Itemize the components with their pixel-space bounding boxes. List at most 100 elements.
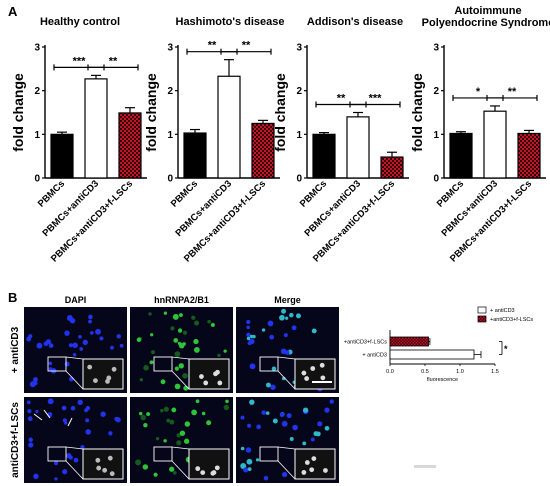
- arrow-marker: [67, 417, 73, 427]
- cell-nucleus: [79, 347, 84, 351]
- scale-marker: [414, 465, 436, 468]
- cell-nucleus: [77, 399, 83, 406]
- x-tick-label: 1.0: [456, 369, 464, 375]
- y-tick-label: 0: [296, 174, 302, 185]
- cell-nucleus: [265, 382, 271, 388]
- inset-zoom: [188, 358, 230, 390]
- cell-nucleus: [194, 347, 200, 353]
- sig-label: ***: [73, 55, 87, 67]
- cell-nucleus: [139, 378, 144, 382]
- cell-nucleus: [206, 420, 212, 426]
- cell-nucleus: [249, 399, 255, 405]
- cell-nucleus: [223, 404, 230, 411]
- cell-nucleus: [255, 458, 260, 462]
- cell-nucleus: [279, 314, 285, 321]
- cell-nucleus: [246, 458, 253, 465]
- x-tick-label: 0.0: [386, 369, 394, 375]
- inset-cell: [95, 457, 101, 463]
- cell-nucleus: [174, 383, 181, 390]
- inset-cell: [109, 471, 115, 477]
- inset-cell: [214, 465, 220, 471]
- cell-nucleus: [265, 411, 270, 415]
- cell-nucleus: [289, 437, 294, 442]
- y-tick-label: + antiCD3: [362, 353, 387, 359]
- micrograph-column-header: Merge: [274, 295, 301, 305]
- bar-chart-4: Autoimmune Polyendocrine Syndrome fold cha…: [409, 5, 550, 265]
- cell-nucleus: [281, 308, 287, 314]
- cell-nucleus: [166, 418, 171, 423]
- inset-source-box: [259, 446, 279, 462]
- sig-label: ***: [369, 93, 383, 105]
- y-tick-label: 2: [433, 86, 439, 97]
- cell-nucleus: [155, 436, 160, 441]
- cell-nucleus: [169, 419, 175, 425]
- cell-nucleus: [88, 319, 92, 324]
- cell-nucleus: [100, 411, 106, 417]
- cell-nucleus: [267, 320, 274, 327]
- inset-cell: [311, 456, 317, 461]
- inset-zoom: [294, 358, 336, 390]
- cell-nucleus: [201, 411, 206, 416]
- cell-nucleus: [163, 406, 169, 412]
- cell-nucleus: [246, 336, 251, 341]
- inset-cell: [310, 366, 316, 371]
- cell-nucleus: [85, 418, 90, 423]
- cell-nucleus: [193, 338, 199, 345]
- y-tick-label: 0: [34, 174, 40, 185]
- cell-nucleus: [245, 447, 252, 453]
- cell-nucleus: [170, 326, 175, 331]
- fluorescence-chart: + antiCD3 +antiCD3+f-LSCs 0.0 0.5 1.0 1.5 fluo…: [344, 306, 533, 468]
- cell-nucleus: [243, 467, 249, 473]
- cell-nucleus: [26, 400, 31, 405]
- inset-connector: [171, 356, 190, 360]
- cell-nucleus: [311, 328, 317, 334]
- sig-label: **: [508, 86, 517, 98]
- cell-nucleus: [240, 446, 245, 451]
- x-axis-label: fluorescence: [427, 377, 458, 383]
- cell-nucleus: [143, 365, 149, 371]
- bar: [517, 132, 541, 179]
- sig-label: **: [208, 40, 217, 52]
- sig-label: **: [242, 40, 251, 52]
- inset-zoom: [188, 448, 230, 480]
- cell-nucleus: [270, 384, 276, 390]
- cell-nucleus: [45, 339, 52, 345]
- cell-nucleus: [252, 334, 256, 339]
- micrograph-image: [130, 307, 233, 393]
- bar: [389, 336, 429, 347]
- cell-nucleus: [68, 376, 74, 382]
- cell-nucleus: [138, 411, 143, 416]
- arrow-marker: [43, 409, 51, 419]
- cell-nucleus: [72, 342, 78, 349]
- micrograph-image: [236, 397, 339, 483]
- y-tick-label: 0: [433, 174, 439, 185]
- cell-nucleus: [149, 360, 154, 365]
- cell-nucleus: [178, 342, 185, 349]
- cell-nucleus: [28, 437, 33, 442]
- legend-label: +antiCD3+f-LSCs: [490, 317, 533, 323]
- cell-nucleus: [286, 413, 292, 419]
- inset-cell: [320, 375, 326, 381]
- cell-nucleus: [292, 424, 298, 431]
- bar: [183, 132, 207, 179]
- chart-title: Addison's disease: [307, 16, 403, 28]
- cell-nucleus: [48, 361, 53, 366]
- cell-nucleus: [140, 414, 146, 421]
- cell-nucleus: [249, 363, 256, 370]
- micrograph-image: [24, 397, 127, 483]
- cell-nucleus: [64, 330, 70, 336]
- cell-nucleus: [62, 418, 67, 423]
- y-tick-label: 3: [433, 43, 439, 54]
- cell-nucleus: [153, 472, 158, 477]
- cell-nucleus: [172, 313, 179, 320]
- cell-nucleus: [324, 407, 330, 413]
- cell-nucleus: [282, 471, 288, 478]
- cell-nucleus: [195, 399, 200, 404]
- cell-nucleus: [281, 420, 288, 427]
- y-axis-label: fold change: [409, 73, 425, 152]
- inset-source-box: [47, 446, 67, 462]
- inset-cell: [203, 380, 209, 386]
- inset-cell: [105, 378, 110, 384]
- inset-source-box: [259, 356, 279, 372]
- cell-nucleus: [191, 315, 196, 320]
